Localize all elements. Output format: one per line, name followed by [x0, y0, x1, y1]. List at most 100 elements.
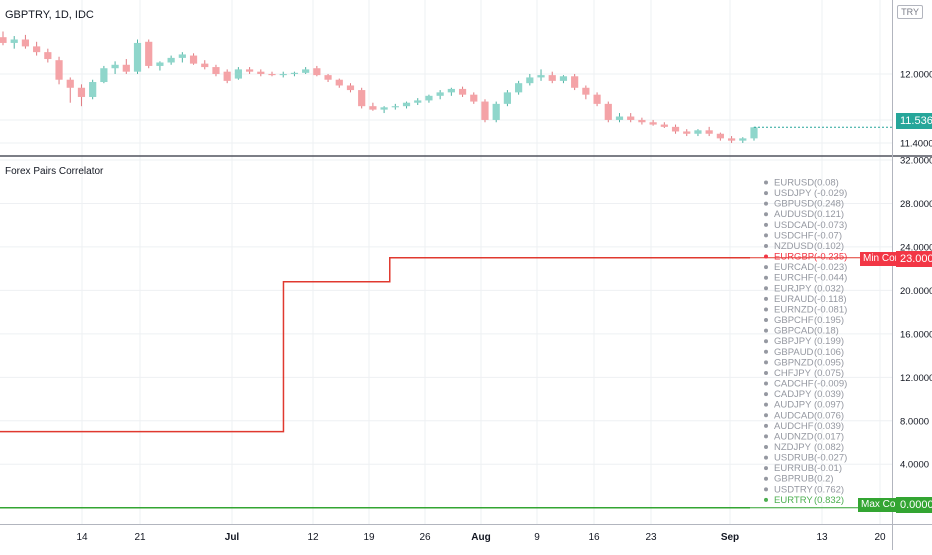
indicator-title[interactable]: Forex Pairs Correlator — [5, 166, 104, 177]
price-pane[interactable] — [0, 31, 892, 143]
candle-body — [0, 37, 7, 43]
candle-body — [201, 63, 209, 68]
legend-bullet — [764, 466, 768, 471]
indicator-y-tick-label: 16.0000 — [900, 329, 932, 340]
candle-body — [279, 73, 287, 76]
candle-body — [436, 92, 444, 96]
legend-bullet — [764, 243, 768, 248]
legend-value: (0.08) — [814, 178, 839, 189]
legend-bullet — [764, 455, 768, 460]
legend-bullet — [764, 222, 768, 227]
x-tick-label: 21 — [134, 532, 146, 543]
candle-body — [503, 92, 512, 104]
candle-body — [302, 69, 310, 73]
legend-value: (0.18) — [814, 326, 839, 337]
candle-body — [234, 69, 242, 79]
candle-body — [694, 130, 702, 134]
candle-body — [346, 85, 355, 91]
candle-body — [156, 62, 164, 66]
candle-body — [571, 76, 579, 88]
legend-pair: AUDCAD — [774, 410, 814, 421]
legend-pair: GBPCAD — [774, 326, 814, 337]
legend-pair: NZDJPY — [774, 442, 812, 453]
legend-bullet — [764, 275, 768, 280]
legend-bullet — [764, 328, 768, 333]
legend-pair: USDRUB — [774, 453, 814, 464]
legend-pair: CADCHF — [774, 379, 814, 390]
candle-body — [414, 100, 422, 103]
legend-pair: EURJPY — [774, 283, 812, 294]
legend-pair: USDCHF — [774, 230, 814, 241]
legend-value: (-0.029) — [814, 188, 847, 199]
symbol-title[interactable]: GBPTRY, 1D, IDC — [5, 9, 94, 21]
legend-bullet — [764, 381, 768, 386]
candle-body — [425, 95, 433, 101]
candle-body — [470, 94, 478, 102]
candle-body — [537, 75, 545, 78]
legend-bullet — [764, 307, 768, 312]
legend-pair: GBPCHF — [774, 315, 814, 326]
candle-body — [55, 60, 63, 80]
candle-body — [145, 41, 153, 66]
candle-body — [750, 127, 758, 139]
legend-value: (0.248) — [814, 199, 844, 210]
legend-pair: CADJPY — [774, 389, 812, 400]
legend-value: (0.102) — [814, 241, 844, 252]
x-tick-label: Jul — [225, 532, 240, 543]
legend-bullet — [764, 392, 768, 397]
legend-pair: GBPAUD — [774, 347, 814, 358]
grid-layer — [0, 0, 892, 524]
x-tick-label: 16 — [588, 532, 600, 543]
candle-body — [582, 87, 590, 95]
candle-body — [189, 55, 198, 64]
currency-button[interactable]: TRY — [897, 5, 923, 19]
legend-bullet — [764, 370, 768, 375]
candle-body — [559, 76, 568, 81]
candle-body — [649, 122, 657, 125]
x-tick-label: 9 — [534, 532, 540, 543]
legend-pair: EURCHF — [774, 273, 814, 284]
indicator-y-tick-label: 32.0000 — [900, 156, 932, 167]
legend-value: (-0.118) — [814, 294, 847, 305]
legend-value: (0.195) — [814, 315, 844, 326]
candle-body — [324, 75, 332, 80]
price-y-tick-label: 12.0000 — [900, 69, 932, 80]
candle-body — [660, 124, 668, 127]
legend-value: (0.832) — [814, 495, 844, 506]
legend-value: (0.762) — [814, 484, 844, 495]
legend-value: (0.032) — [814, 283, 844, 294]
legend-value: (0.2) — [814, 474, 834, 485]
candle-body — [458, 88, 467, 95]
legend-value: (0.076) — [814, 410, 844, 421]
candle-body — [716, 133, 724, 139]
legend-bullet — [764, 402, 768, 407]
legend-bullet — [764, 476, 768, 481]
candle-body — [10, 39, 18, 43]
candle-body — [615, 116, 624, 120]
legend-value: (0.199) — [814, 336, 844, 347]
legend-value: (-0.044) — [814, 273, 847, 284]
candle-body — [100, 68, 108, 83]
legend-value: (-0.081) — [814, 304, 847, 315]
legend-pair: AUDUSD — [774, 209, 814, 220]
candle-body — [705, 130, 713, 134]
legend-bullet — [764, 497, 768, 502]
legend-bullet — [764, 339, 768, 344]
candle-body — [739, 138, 747, 141]
candle-body — [313, 68, 321, 76]
candle-body — [402, 102, 411, 107]
last-price-badge: 11.5363 — [896, 113, 932, 129]
indicator-y-tick-label: 8.0000 — [900, 416, 929, 427]
candle-body — [627, 116, 635, 120]
x-tick-label: 14 — [76, 532, 88, 543]
candle-body — [122, 64, 130, 72]
candle-body — [111, 64, 119, 69]
legend-pair: EURGBP — [774, 252, 814, 263]
legend-bullet — [764, 180, 768, 185]
legend-bullet — [764, 349, 768, 354]
legend-bullet — [764, 487, 768, 492]
indicator-pane[interactable] — [0, 257, 892, 509]
legend-value: (-0.023) — [814, 262, 847, 273]
candle-body — [481, 101, 489, 120]
